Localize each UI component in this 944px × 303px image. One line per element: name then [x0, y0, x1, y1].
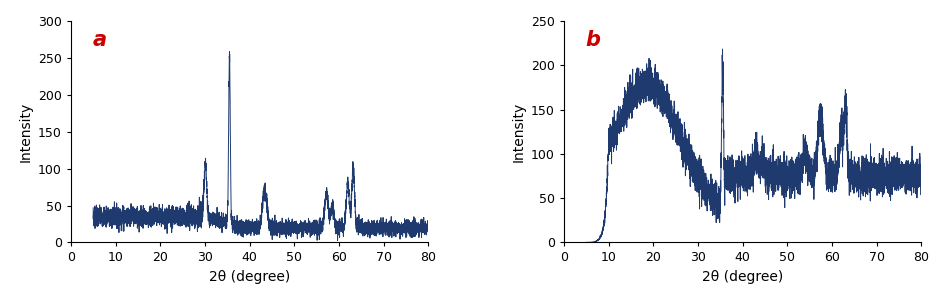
X-axis label: 2θ (degree): 2θ (degree)	[701, 270, 783, 284]
Y-axis label: Intensity: Intensity	[511, 102, 525, 162]
Text: a: a	[93, 30, 107, 50]
Text: b: b	[585, 30, 599, 50]
X-axis label: 2θ (degree): 2θ (degree)	[209, 270, 290, 284]
Y-axis label: Intensity: Intensity	[18, 102, 32, 162]
